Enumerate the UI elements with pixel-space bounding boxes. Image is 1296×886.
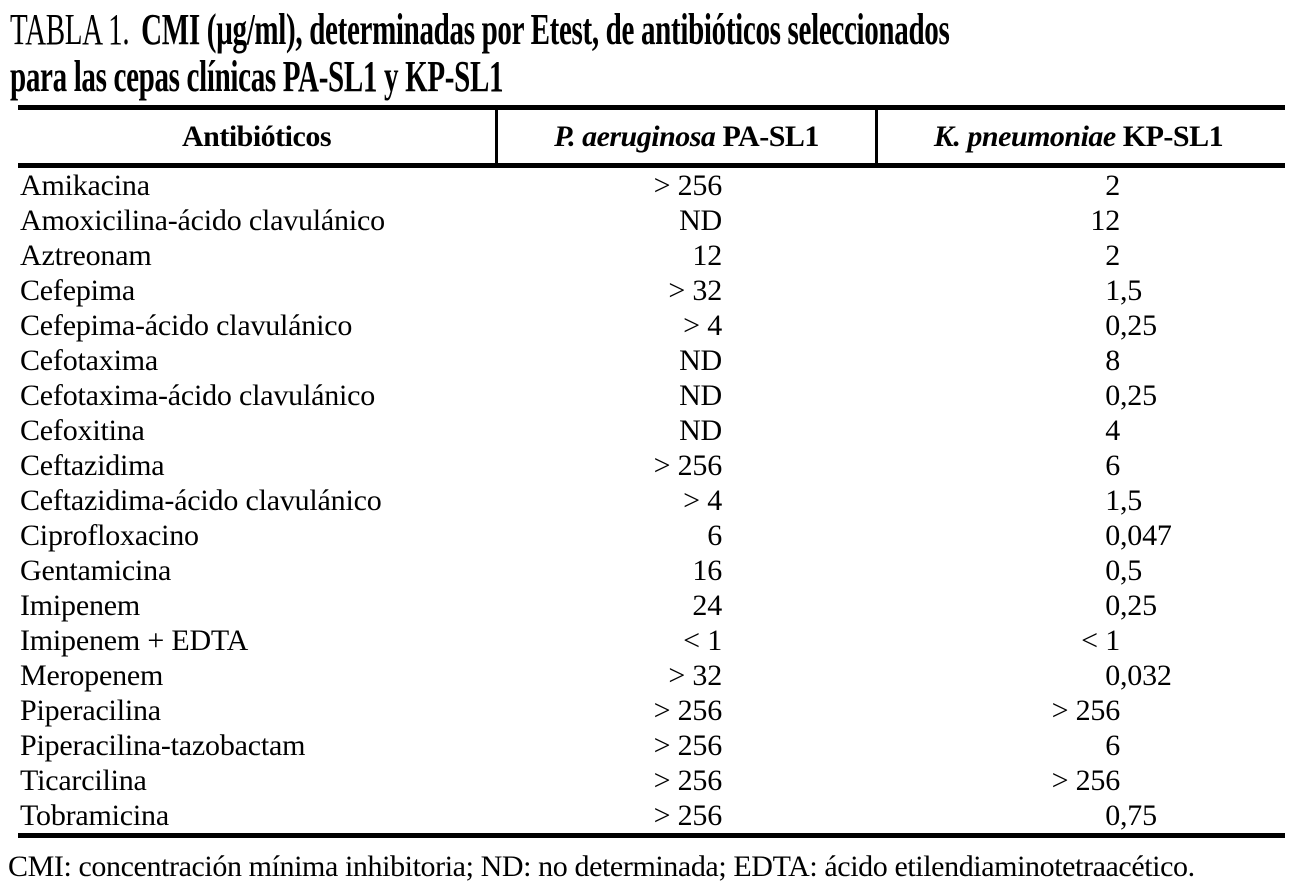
pa-mic-value: 12: [692, 239, 722, 272]
pa-mic-value: ND: [679, 379, 722, 412]
column-header-pa-sl1: P. aeruginosa PA-SL1: [495, 110, 875, 163]
kp-mic-value: 12: [1090, 204, 1120, 237]
antibiotic-name: Ticarcilina: [20, 764, 147, 797]
pa-mic-value: ND: [679, 344, 722, 377]
kp-mic-value: < 1: [1081, 624, 1120, 657]
pa-mic-value: > 256: [653, 449, 723, 482]
kp-mic-value: 0,25: [1105, 309, 1157, 342]
antibiotic-name: Piperacilina: [20, 694, 161, 727]
kp-mic-value: 0,25: [1105, 379, 1157, 412]
antibiotic-name: Amoxicilina-ácido clavulánico: [20, 204, 385, 237]
table-row: Ciprofloxacino 6 0,047: [18, 518, 1285, 553]
kp-mic-value: 0,032: [1105, 659, 1172, 692]
antibiotic-name: Piperacilina-tazobactam: [20, 729, 306, 762]
table-row: Cefotaxima-ácido clavulánico ND 0,25: [18, 378, 1285, 413]
antibiotic-name: Ciprofloxacino: [20, 519, 199, 552]
table-row: Piperacilina > 256 > 256: [18, 693, 1285, 728]
pa-mic-value: > 256: [653, 764, 723, 797]
table-number-label: TABLA 1.: [10, 5, 130, 54]
table-header-row: Antibióticos P. aeruginosa PA-SL1 K. pne…: [18, 110, 1285, 163]
kp-mic-value: 8: [1105, 344, 1120, 377]
kp-mic-value: 0,25: [1105, 589, 1157, 622]
kp-mic-value: 6: [1105, 449, 1120, 482]
antibiotic-name: Tobramicina: [20, 799, 169, 832]
antibiotic-name: Cefepima: [20, 274, 136, 307]
pa-mic-value: > 256: [653, 694, 723, 727]
species-name-kp: K. pneumoniae: [933, 120, 1116, 153]
pa-mic-value: > 256: [653, 729, 723, 762]
table-row: Amoxicilina-ácido clavulánico ND 12: [18, 203, 1285, 238]
table-row: Imipenem + EDTA < 1 < 1: [18, 623, 1285, 658]
kp-mic-value: > 256: [1051, 764, 1121, 797]
pa-mic-value: > 4: [683, 484, 722, 517]
kp-mic-value: 6: [1105, 729, 1120, 762]
table-row: Cefepima-ácido clavulánico > 4 0,25: [18, 308, 1285, 343]
pa-mic-value: > 4: [683, 309, 722, 342]
pa-mic-value: ND: [679, 204, 722, 237]
table-row: Aztreonam 12 2: [18, 238, 1285, 273]
title-line-2: para las cepas clínicas PA-SL1 y KP-SL1: [10, 52, 504, 101]
kp-mic-value: 4: [1105, 414, 1120, 447]
kp-mic-value: > 256: [1051, 694, 1121, 727]
kp-mic-value: 0,047: [1105, 519, 1172, 552]
antibiotic-name: Ceftazidima-ácido clavulánico: [20, 484, 382, 517]
table-footnote: CMI: concentración mínima inhibitoria; N…: [8, 850, 1195, 883]
table-row: Gentamicina 16 0,5: [18, 553, 1285, 588]
table-row: Cefotaxima ND 8: [18, 343, 1285, 378]
kp-mic-value: 1,5: [1105, 274, 1143, 307]
title-text-line-1: CMI (µg/ml), determinadas por Etest, de …: [141, 5, 950, 54]
table-row: Tobramicina > 256 0,75: [18, 798, 1285, 833]
antibiotic-name: Meropenem: [20, 659, 164, 692]
antibiotic-name: Cefotaxima: [20, 344, 158, 377]
antibiotic-name: Amikacina: [20, 169, 150, 202]
table-body: Amikacina > 256 2 Amoxicilina-ácido clavulá…: [18, 168, 1285, 833]
table-bottom-rule: [18, 833, 1285, 838]
table-row: Meropenem > 32 0,032: [18, 658, 1285, 693]
table-row: Ticarcilina > 256 > 256: [18, 763, 1285, 798]
table-top-rule: [18, 105, 1285, 110]
kp-mic-value: 2: [1105, 239, 1120, 272]
strain-name-kp: KP-SL1: [1122, 120, 1224, 153]
table-row: Cefepima > 32 1,5: [18, 273, 1285, 308]
pa-mic-value: > 32: [668, 659, 722, 692]
pa-mic-value: > 256: [653, 169, 723, 202]
column-header-kp-sl1: K. pneumoniae KP-SL1: [875, 110, 1279, 163]
pa-mic-value: 6: [707, 519, 722, 552]
antibiotic-name: Gentamicina: [20, 554, 172, 587]
species-name-pa: P. aeruginosa: [554, 120, 716, 153]
pa-mic-value: 16: [692, 554, 722, 587]
table-row: Imipenem 24 0,25: [18, 588, 1285, 623]
table-row: Piperacilina-tazobactam > 256 6: [18, 728, 1285, 763]
kp-mic-value: 0,75: [1105, 799, 1157, 832]
table-row: Amikacina > 256 2: [18, 168, 1285, 203]
antibiotic-name: Imipenem: [20, 589, 141, 622]
strain-name-pa: PA-SL1: [722, 120, 819, 153]
table-row: Ceftazidima > 256 6: [18, 448, 1285, 483]
pa-mic-value: > 32: [668, 274, 722, 307]
table-row: Ceftazidima-ácido clavulánico > 4 1,5: [18, 483, 1285, 518]
antibiotic-name: Ceftazidima: [20, 449, 165, 482]
pa-mic-value: 24: [692, 589, 722, 622]
antibiotic-name: Aztreonam: [20, 239, 152, 272]
kp-mic-value: 1,5: [1105, 484, 1143, 517]
antibiotic-name: Imipenem + EDTA: [20, 624, 249, 657]
kp-mic-value: 2: [1105, 169, 1120, 202]
mic-table: Antibióticos P. aeruginosa PA-SL1 K. pne…: [18, 105, 1285, 838]
pa-mic-value: < 1: [683, 624, 722, 657]
table-row: Cefoxitina ND 4: [18, 413, 1285, 448]
antibiotic-name: Cefotaxima-ácido clavulánico: [20, 379, 376, 412]
column-header-antibiotics: Antibióticos: [181, 120, 332, 153]
table-title-block: TABLA 1. CMI (µg/ml), determinadas por Et…: [0, 0, 1296, 100]
pa-mic-value: > 256: [653, 799, 723, 832]
title-line-1: TABLA 1. CMI (µg/ml), determinadas por Et…: [10, 5, 950, 54]
header-bottom-rule: [18, 163, 1285, 168]
pa-mic-value: ND: [679, 414, 722, 447]
antibiotic-name: Cefepima-ácido clavulánico: [20, 309, 353, 342]
kp-mic-value: 0,5: [1105, 554, 1143, 587]
antibiotic-name: Cefoxitina: [20, 414, 145, 447]
